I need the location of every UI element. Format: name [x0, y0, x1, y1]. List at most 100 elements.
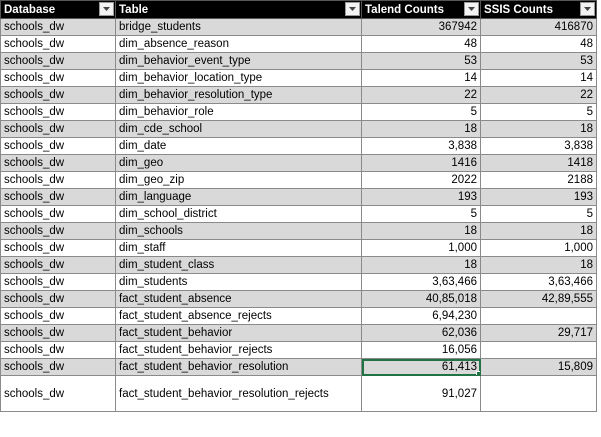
cell-ssis-count[interactable]: 42,89,555: [480, 290, 597, 308]
cell-talend-count[interactable]: 18: [361, 120, 481, 138]
cell-ssis-count[interactable]: 29,717: [480, 324, 597, 342]
cell-database[interactable]: schools_dw: [0, 171, 116, 189]
cell-talend-count[interactable]: 14: [361, 69, 481, 87]
cell-talend-count[interactable]: 16,056: [361, 341, 481, 359]
cell-database[interactable]: schools_dw: [0, 188, 116, 206]
cell-ssis-count[interactable]: 53: [480, 52, 597, 70]
cell-ssis-count[interactable]: 1418: [480, 154, 597, 172]
cell-talend-count[interactable]: 6,94,230: [361, 307, 481, 325]
cell-table[interactable]: dim_geo_zip: [115, 171, 362, 189]
cell-database[interactable]: schools_dw: [0, 341, 116, 359]
cell-talend-count[interactable]: 1416: [361, 154, 481, 172]
cell-table[interactable]: dim_absence_reason: [115, 35, 362, 53]
table-row: schools_dw bridge_students 367942 416870: [0, 18, 597, 36]
cell-talend-count[interactable]: 1,000: [361, 239, 481, 257]
cell-ssis-count[interactable]: [480, 341, 597, 359]
cell-database[interactable]: schools_dw: [0, 205, 116, 223]
cell-table[interactable]: dim_behavior_role: [115, 103, 362, 121]
cell-talend-count[interactable]: 48: [361, 35, 481, 53]
cell-table[interactable]: fact_student_behavior_resolution: [115, 358, 362, 376]
cell-ssis-count[interactable]: 416870: [480, 18, 597, 36]
column-header-talend-counts[interactable]: Talend Counts: [361, 0, 481, 19]
cell-table[interactable]: dim_cde_school: [115, 120, 362, 138]
cell-ssis-count[interactable]: 22: [480, 86, 597, 104]
cell-database[interactable]: schools_dw: [0, 69, 116, 87]
cell-ssis-count[interactable]: 18: [480, 256, 597, 274]
cell-talend-count[interactable]: 3,838: [361, 137, 481, 155]
cell-database[interactable]: schools_dw: [0, 154, 116, 172]
cell-database[interactable]: schools_dw: [0, 307, 116, 325]
column-header-database[interactable]: Database: [0, 0, 116, 19]
cell-database[interactable]: schools_dw: [0, 290, 116, 308]
cell-database[interactable]: schools_dw: [0, 222, 116, 240]
cell-database[interactable]: schools_dw: [0, 375, 116, 412]
cell-ssis-count[interactable]: [480, 375, 597, 412]
cell-ssis-count[interactable]: 18: [480, 222, 597, 240]
cell-ssis-count[interactable]: [480, 307, 597, 325]
cell-table[interactable]: fact_student_behavior_rejects: [115, 341, 362, 359]
cell-ssis-count[interactable]: 1,000: [480, 239, 597, 257]
cell-talend-count[interactable]: 91,027: [361, 375, 481, 412]
cell-talend-count[interactable]: 5: [361, 205, 481, 223]
cell-talend-count[interactable]: 61,413: [361, 358, 481, 376]
cell-talend-count[interactable]: 3,63,466: [361, 273, 481, 291]
cell-table[interactable]: fact_student_behavior: [115, 324, 362, 342]
filter-dropdown-button[interactable]: [580, 2, 595, 16]
cell-ssis-count[interactable]: 15,809: [480, 358, 597, 376]
column-header-table[interactable]: Table: [115, 0, 362, 19]
cell-table[interactable]: dim_school_district: [115, 205, 362, 223]
filter-dropdown-button[interactable]: [464, 2, 479, 16]
cell-table[interactable]: dim_geo: [115, 154, 362, 172]
cell-table[interactable]: dim_date: [115, 137, 362, 155]
cell-table[interactable]: dim_student_class: [115, 256, 362, 274]
cell-talend-count[interactable]: 62,036: [361, 324, 481, 342]
cell-talend-count[interactable]: 18: [361, 256, 481, 274]
cell-ssis-count[interactable]: 3,63,466: [480, 273, 597, 291]
cell-table[interactable]: bridge_students: [115, 18, 362, 36]
cell-ssis-count[interactable]: 14: [480, 69, 597, 87]
cell-database[interactable]: schools_dw: [0, 324, 116, 342]
cell-table[interactable]: dim_behavior_resolution_type: [115, 86, 362, 104]
cell-database[interactable]: schools_dw: [0, 137, 116, 155]
cell-talend-count[interactable]: 22: [361, 86, 481, 104]
cell-database[interactable]: schools_dw: [0, 35, 116, 53]
cell-database[interactable]: schools_dw: [0, 239, 116, 257]
cell-ssis-count[interactable]: 193: [480, 188, 597, 206]
cell-database[interactable]: schools_dw: [0, 120, 116, 138]
cell-talend-count[interactable]: 53: [361, 52, 481, 70]
cell-database[interactable]: schools_dw: [0, 52, 116, 70]
cell-table[interactable]: fact_student_absence_rejects: [115, 307, 362, 325]
cell-database[interactable]: schools_dw: [0, 86, 116, 104]
cell-table[interactable]: dim_staff: [115, 239, 362, 257]
cell-table[interactable]: dim_behavior_event_type: [115, 52, 362, 70]
filter-dropdown-button[interactable]: [345, 2, 360, 16]
cell-ssis-count[interactable]: 5: [480, 205, 597, 223]
cell-talend-count[interactable]: 40,85,018: [361, 290, 481, 308]
fill-handle[interactable]: [476, 371, 480, 375]
cell-database[interactable]: schools_dw: [0, 18, 116, 36]
cell-talend-count[interactable]: 5: [361, 103, 481, 121]
cell-ssis-count[interactable]: 2188: [480, 171, 597, 189]
cell-talend-count[interactable]: 18: [361, 222, 481, 240]
cell-table[interactable]: dim_behavior_location_type: [115, 69, 362, 87]
filter-dropdown-button[interactable]: [99, 2, 114, 16]
cell-table[interactable]: dim_language: [115, 188, 362, 206]
cell-table[interactable]: fact_student_behavior_resolution_rejects: [115, 375, 362, 412]
cell-table[interactable]: fact_student_absence: [115, 290, 362, 308]
cell-database[interactable]: schools_dw: [0, 273, 116, 291]
cell-ssis-count[interactable]: 18: [480, 120, 597, 138]
cell-ssis-count[interactable]: 5: [480, 103, 597, 121]
cell-talend-count[interactable]: 2022: [361, 171, 481, 189]
table-row: schools_dw fact_student_behavior_rejects 1…: [0, 341, 597, 359]
cell-talend-count[interactable]: 193: [361, 188, 481, 206]
cell-database[interactable]: schools_dw: [0, 256, 116, 274]
table-row: schools_dw fact_student_behavior_resoluti…: [0, 375, 597, 412]
column-header-ssis-counts[interactable]: SSIS Counts: [480, 0, 597, 19]
cell-ssis-count[interactable]: 3,838: [480, 137, 597, 155]
cell-database[interactable]: schools_dw: [0, 358, 116, 376]
cell-database[interactable]: schools_dw: [0, 103, 116, 121]
cell-table[interactable]: dim_students: [115, 273, 362, 291]
cell-ssis-count[interactable]: 48: [480, 35, 597, 53]
cell-table[interactable]: dim_schools: [115, 222, 362, 240]
cell-talend-count[interactable]: 367942: [361, 18, 481, 36]
